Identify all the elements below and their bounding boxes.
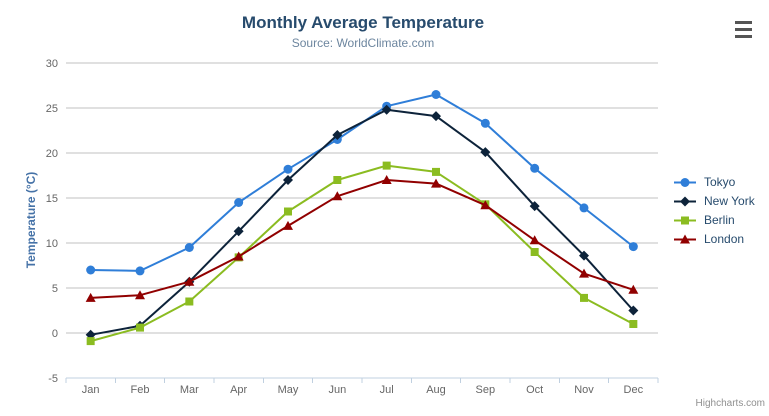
point-london-Nov[interactable] [579, 268, 589, 278]
legend-marker-circle-icon [674, 177, 696, 187]
point-london-Oct[interactable] [529, 235, 540, 245]
legend-marker-london[interactable] [680, 234, 690, 243]
x-axis-label: Apr [230, 384, 247, 396]
legend-marker-berlin[interactable] [681, 216, 689, 224]
hamburger-menu-icon [735, 35, 752, 38]
point-berlin-Oct[interactable] [530, 248, 539, 256]
point-tokyo-Sep[interactable] [480, 118, 490, 128]
point-tokyo-Nov[interactable] [579, 203, 589, 213]
y-axis-label: 20 [46, 148, 58, 160]
y-axis-label: 15 [46, 193, 58, 205]
legend-item-new-york[interactable]: New York [674, 194, 755, 208]
y-axis-label: 5 [52, 283, 58, 295]
x-axis-label: Feb [131, 384, 150, 396]
point-london-Dec[interactable] [628, 284, 639, 294]
point-berlin-Jan[interactable] [86, 337, 95, 346]
hamburger-menu-icon [735, 28, 752, 31]
legend-item-london[interactable]: London [674, 232, 755, 246]
export-menu-button[interactable] [735, 21, 752, 42]
legend: Tokyo New York Berlin London [674, 175, 755, 251]
x-axis-label: Jun [328, 384, 346, 396]
legend-label: New York [704, 194, 755, 208]
x-axis-label: Oct [526, 384, 543, 396]
point-berlin-Dec[interactable] [629, 320, 638, 328]
legend-marker-diamond-icon [674, 196, 696, 206]
point-berlin-Jun[interactable] [333, 176, 342, 184]
point-tokyo-Jan[interactable] [86, 265, 96, 275]
x-axis-label: Nov [574, 384, 594, 396]
legend-item-tokyo[interactable]: Tokyo [674, 175, 755, 189]
point-london-Jan[interactable] [85, 292, 96, 302]
y-axis-label: 0 [52, 328, 58, 340]
point-berlin-May[interactable] [284, 207, 292, 216]
legend-label: Tokyo [704, 175, 736, 189]
chart-title: Monthly Average Temperature [241, 13, 485, 32]
point-new-york-Nov[interactable] [579, 250, 589, 261]
legend-marker-new-york[interactable] [680, 196, 690, 206]
series-line-berlin[interactable] [89, 164, 635, 343]
x-axis-label: May [278, 384, 299, 396]
x-axis-label: Mar [180, 384, 199, 396]
point-london-Aug[interactable] [431, 178, 441, 188]
x-axis-label: Jan [82, 384, 100, 396]
chart-subtitle: Source: WorldClimate.com [291, 36, 435, 50]
series-line-new-york[interactable] [89, 108, 635, 336]
point-tokyo-Mar[interactable] [184, 243, 194, 252]
point-new-york-Oct[interactable] [529, 201, 540, 212]
point-tokyo-Aug[interactable] [431, 90, 441, 99]
point-berlin-Mar[interactable] [185, 297, 194, 306]
y-axis-label: -5 [48, 373, 58, 385]
series-tokyo [86, 90, 638, 276]
y-axis-label: 30 [46, 58, 58, 70]
y-axis-label: 10 [46, 238, 58, 250]
x-axis-label: Sep [476, 384, 496, 396]
point-tokyo-Dec[interactable] [628, 242, 638, 252]
series-line-london[interactable] [89, 179, 635, 299]
legend-marker-tokyo[interactable] [680, 177, 690, 187]
point-tokyo-Apr[interactable] [234, 198, 244, 207]
point-new-york-May[interactable] [283, 175, 293, 185]
series-london [85, 175, 639, 302]
credits-link[interactable]: Highcharts.com [695, 398, 765, 409]
point-berlin-Jul[interactable] [382, 161, 391, 170]
hamburger-menu-icon [735, 21, 752, 24]
x-axis-label: Dec [624, 384, 644, 396]
point-london-Mar[interactable] [184, 276, 195, 286]
point-tokyo-May[interactable] [283, 164, 293, 174]
point-berlin-Aug[interactable] [432, 167, 440, 176]
legend-item-berlin[interactable]: Berlin [674, 213, 755, 227]
point-london-Feb[interactable] [135, 290, 145, 300]
y-axis-title: Temperature (°C) [24, 171, 38, 269]
point-london-Apr[interactable] [233, 251, 244, 261]
y-axis-label: 25 [46, 103, 58, 115]
legend-label: Berlin [704, 213, 735, 227]
point-new-york-Jul[interactable] [381, 104, 392, 115]
point-berlin-Feb[interactable] [136, 323, 144, 332]
series-line-tokyo[interactable] [89, 93, 635, 272]
point-new-york-Aug[interactable] [431, 111, 441, 122]
point-tokyo-Oct[interactable] [530, 163, 540, 173]
point-london-Jul[interactable] [381, 175, 392, 184]
point-london-Sep[interactable] [480, 200, 491, 210]
point-new-york-Sep[interactable] [480, 147, 491, 158]
point-new-york-Jun[interactable] [332, 130, 343, 140]
x-axis-label: Aug [426, 384, 446, 396]
point-tokyo-Feb[interactable] [135, 266, 145, 276]
point-new-york-Apr[interactable] [233, 226, 244, 237]
series-new-york [85, 104, 639, 340]
legend-label: London [704, 232, 745, 246]
legend-marker-triangle-icon [674, 234, 696, 243]
point-new-york-Dec[interactable] [628, 305, 639, 316]
legend-marker-square-icon [674, 216, 696, 224]
point-london-May[interactable] [283, 220, 293, 230]
point-berlin-Nov[interactable] [580, 293, 588, 302]
x-axis-label: Jul [380, 384, 394, 396]
point-london-Jun[interactable] [332, 191, 343, 201]
